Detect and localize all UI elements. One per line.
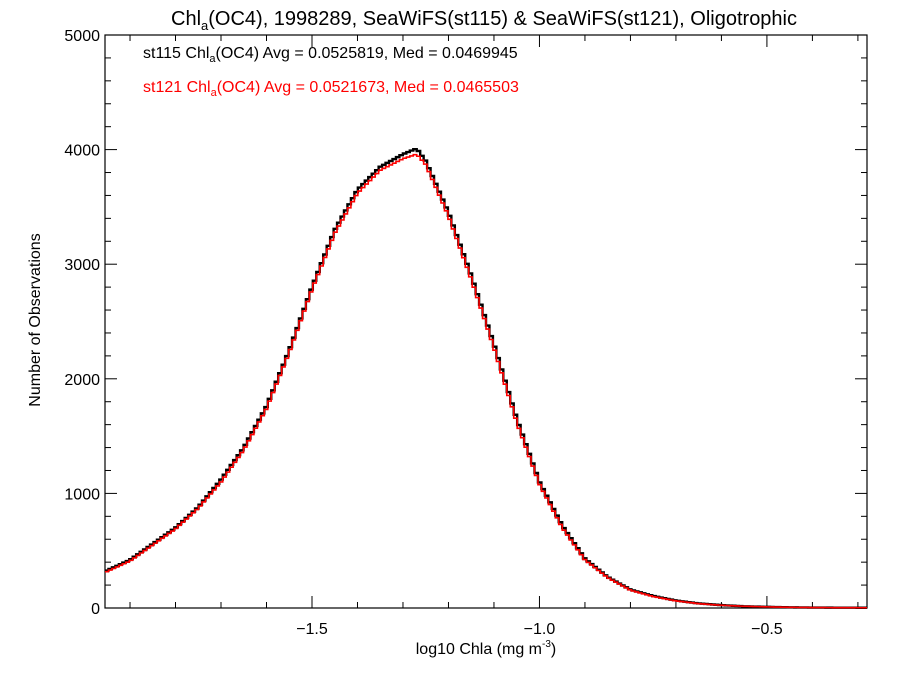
y-tick-label: 2000	[64, 372, 100, 389]
y-tick-label: 4000	[64, 143, 100, 160]
x-axis-label: log10 Chla (mg m-3)	[416, 639, 557, 658]
x-tick-label: −1.0	[524, 621, 556, 638]
annotation-st121-pre: st121 Chl	[143, 79, 211, 96]
x-axis-label-rest: )	[551, 641, 556, 658]
y-tick-label: 5000	[64, 28, 100, 45]
annotation-st121: st121 Chla(OC4) Avg = 0.0521673, Med = 0…	[143, 79, 519, 99]
annotations: st115 Chla(OC4) Avg = 0.0525819, Med = 0…	[143, 45, 519, 99]
y-tick-label: 3000	[64, 257, 100, 274]
x-axis-label-superscript: -3	[542, 639, 551, 650]
x-tick-label: −0.5	[751, 621, 783, 638]
plot-area: −1.5 −1.0 −0.5 0 1000 2000 3000 4000 5000	[64, 28, 868, 638]
plot-frame	[104, 34, 868, 609]
annotation-st121-post: (OC4) Avg = 0.0521673, Med = 0.0465503	[217, 79, 519, 96]
annotation-st115-sub: a	[209, 53, 216, 65]
y-tick-label: 1000	[64, 486, 100, 503]
series-line-st115	[105, 147, 867, 609]
series-layer	[105, 147, 867, 609]
y-tick-label: 0	[91, 601, 100, 618]
annotation-st115: st115 Chla(OC4) Avg = 0.0525819, Med = 0…	[143, 45, 518, 65]
x-axis-label-base: log10 Chla (mg m	[416, 641, 542, 658]
annotation-st115-post: (OC4) Avg = 0.0525819, Med = 0.0469945	[216, 45, 518, 62]
chart-title-rest: (OC4), 1998289, SeaWiFS(st115) & SeaWiFS…	[208, 8, 797, 30]
series-line-st121	[105, 153, 867, 609]
chart-title-subscript: a	[201, 18, 209, 33]
annotation-st115-pre: st115 Chl	[143, 45, 209, 62]
y-axis-label: Number of Observations	[27, 233, 44, 406]
chart-title: Chla(OC4), 1998289, SeaWiFS(st115) & Sea…	[171, 8, 797, 33]
chart-title-base: Chl	[171, 8, 201, 30]
x-tick-label: −1.5	[296, 621, 328, 638]
annotation-st121-sub: a	[211, 87, 218, 99]
